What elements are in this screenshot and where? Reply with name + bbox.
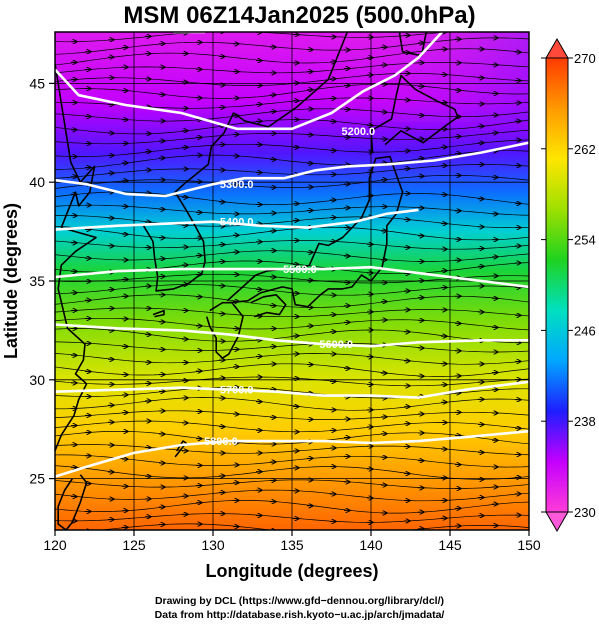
- contour-5600.0: [55, 323, 529, 348]
- contour-labels: 5200.0 5300.0 5400.0 5500.0 5600.0 5700.0 5800…: [204, 126, 375, 448]
- streamline: [55, 83, 529, 99]
- streamline: [55, 164, 529, 179]
- streamline: [55, 240, 529, 250]
- contour-5500.0: [55, 265, 529, 289]
- streamline: [55, 273, 529, 284]
- contour-label: 5500.0: [283, 264, 317, 276]
- map-plot-area: 5200.0 5300.0 5400.0 5500.0 5600.0 5700.0 5800…: [55, 32, 529, 530]
- streamline: [55, 284, 529, 296]
- streamline: [55, 32, 449, 43]
- streamline: [55, 397, 529, 411]
- drawing-credit: Drawing by DCL (https://www.gfd−dennou.o…: [154, 595, 445, 607]
- colorbar-tick-label: 262: [574, 142, 596, 157]
- contour-5200.0: [55, 32, 444, 131]
- x-axis-ticks: 120 125 130 135 140 145 150: [43, 530, 541, 553]
- y-axis-ticks: 25 30 35 40 45: [29, 75, 55, 487]
- colorbar-tick-label: 230: [574, 505, 596, 520]
- streamline: [55, 444, 529, 456]
- coastline-honshu: [226, 155, 404, 308]
- x-axis-label: Longitude (degrees): [205, 561, 378, 581]
- x-tick-label: 125: [122, 537, 146, 553]
- contour-label: 5700.0: [220, 385, 254, 397]
- colorbar-gradient: [545, 57, 569, 513]
- streamline: [55, 479, 529, 489]
- streamline: [55, 150, 529, 170]
- streamline: [55, 420, 529, 433]
- contour-label: 5600.0: [319, 339, 353, 351]
- contour-5300.0: [55, 141, 529, 198]
- streamline: [55, 294, 529, 308]
- streamline: [55, 328, 529, 344]
- streamline: [55, 513, 529, 523]
- colorbar-ticks: 230 238 246 254 262 270: [541, 51, 596, 520]
- streamline: [55, 341, 529, 353]
- coastline-jeju: [152, 309, 165, 318]
- contour-label: 5300.0: [220, 179, 254, 191]
- x-tick-label: 140: [359, 537, 383, 553]
- streamline: [55, 215, 529, 229]
- streamline: [55, 307, 529, 318]
- streamline: [97, 523, 529, 530]
- streamline: [55, 489, 529, 502]
- streamline: [55, 129, 529, 145]
- streamline: [55, 430, 529, 445]
- y-axis-label: Latitude (degrees): [1, 203, 21, 359]
- x-tick-label: 135: [280, 537, 304, 553]
- y-tick-label: 25: [29, 471, 45, 487]
- streamline: [55, 454, 529, 468]
- colorbar-tick-label: 246: [574, 323, 596, 338]
- x-tick-label: 120: [43, 537, 67, 553]
- streamline: [55, 317, 529, 331]
- streamline: [55, 465, 529, 480]
- streamline: [55, 108, 529, 122]
- streamline: [55, 410, 529, 420]
- coastlines: [55, 32, 459, 530]
- streamline: [55, 72, 529, 86]
- x-tick-label: 130: [201, 537, 225, 553]
- streamline: [55, 174, 529, 189]
- map-title: MSM 06Z14Jan2025 (500.0hPa): [123, 2, 476, 29]
- streamline: [55, 62, 529, 74]
- height-contours: [55, 32, 529, 478]
- contour-5800.0: [55, 429, 529, 478]
- colorbar-tick-label: 254: [574, 233, 596, 248]
- streamline: [55, 204, 529, 216]
- y-tick-label: 40: [29, 174, 45, 190]
- streamline: [55, 386, 529, 399]
- streamline: [55, 363, 529, 377]
- streamline: [55, 48, 529, 66]
- x-tick-label: 150: [517, 537, 541, 553]
- coastline-hokkaido: [370, 74, 459, 153]
- colorbar-bottom-arrow: [545, 511, 569, 532]
- x-tick-label: 145: [438, 537, 462, 553]
- contour-5700.0: [55, 380, 529, 399]
- wind-streamlines: [55, 32, 529, 530]
- streamline: [55, 500, 529, 514]
- coastline-shikoku: [250, 293, 287, 318]
- colorbar: 230 238 246 254 262 270: [541, 38, 596, 532]
- colorbar-tick-label: 238: [574, 414, 596, 429]
- streamline: [55, 250, 529, 262]
- contour-label: 5800.0: [204, 436, 238, 448]
- y-tick-label: 45: [29, 75, 45, 91]
- contour-label: 5200.0: [342, 126, 376, 138]
- streamline: [55, 353, 529, 365]
- colorbar-tick-label: 270: [574, 51, 596, 66]
- colorbar-top-arrow: [545, 38, 569, 59]
- contour-label: 5400.0: [220, 217, 254, 229]
- streamline: [55, 376, 529, 387]
- data-source-credit: Data from http://database.rish.kyoto−u.a…: [154, 609, 445, 621]
- y-tick-label: 35: [29, 273, 45, 289]
- coastline-korea: [142, 32, 349, 292]
- streamline: [55, 191, 529, 206]
- streamline: [55, 139, 529, 157]
- y-tick-label: 30: [29, 372, 45, 388]
- coastline-taiwan: [57, 474, 88, 530]
- streamline: [55, 37, 529, 55]
- streamline: [55, 225, 529, 241]
- coastline-sakhalin: [398, 32, 428, 57]
- contour-5400.0: [55, 208, 419, 231]
- streamline: [55, 119, 529, 135]
